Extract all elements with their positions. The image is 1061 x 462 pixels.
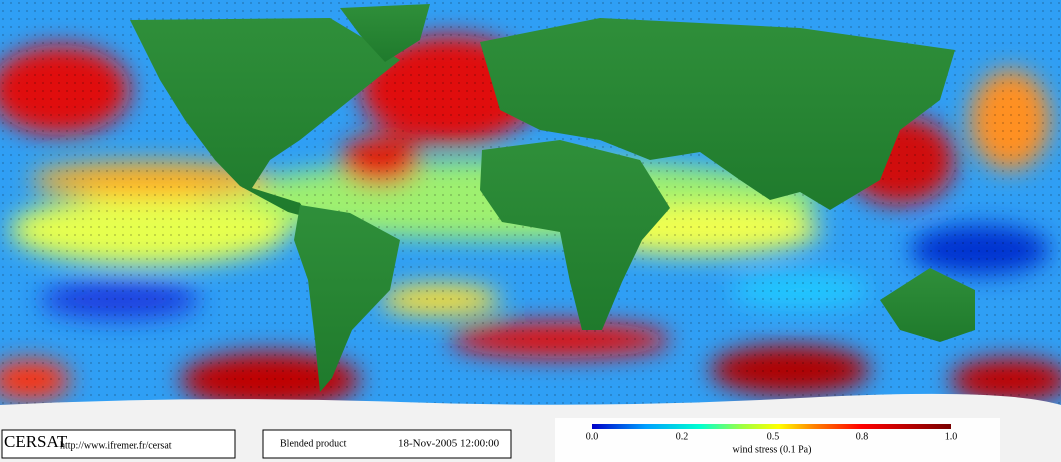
colorbar-tick-label: 0.0: [586, 431, 599, 442]
logo-box: [1, 429, 236, 459]
colorbar: [592, 424, 951, 429]
south-america: [294, 205, 400, 392]
logo: CERSAT: [4, 432, 68, 451]
colorbar-tick-label: 0.8: [856, 431, 869, 442]
colorbar-tick-label: 1.0: [945, 431, 958, 442]
continents: [130, 4, 975, 392]
africa: [480, 140, 670, 330]
colorbar-tick-label: 0.2: [676, 431, 689, 442]
colorbar-label: wind stress (0.1 Pa): [733, 444, 812, 455]
url: http://www.ifremer.fr/cersat: [60, 440, 172, 451]
north-america: [130, 18, 400, 218]
product: Blended product: [280, 438, 347, 449]
greenland: [340, 4, 430, 62]
product-box: [262, 429, 512, 459]
colorbar-ticks: 0.0 0.2 0.5 0.8 1.0: [586, 431, 958, 442]
date: 18-Nov-2005 12:00:00: [398, 438, 500, 450]
australia: [880, 268, 975, 342]
colorbar-tick-label: 0.5: [767, 431, 780, 442]
eurasia: [480, 18, 955, 210]
